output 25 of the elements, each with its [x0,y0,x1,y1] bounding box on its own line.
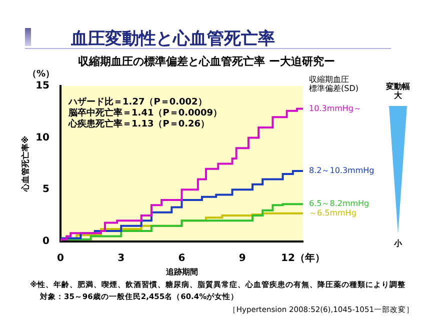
x-axis-title: 追跡期間 [164,267,198,276]
series-label: 6.5～8.2mmHg [309,199,370,208]
text: （%） [27,69,55,80]
x-tick-label: 12（年） [281,252,325,264]
chart-subtitle: 収縮期血圧の標準偏差と心血管死亡率 ー大迫研究ー [78,54,335,69]
annotation: 脳卒中死亡率＝1.41（P＝0.0009） [68,107,222,118]
legend-title: 収縮期血圧標準偏差(SD) [309,75,358,94]
x-tick-label: 6 [178,252,186,264]
chart-title: 血圧変動性と心血管死亡率 [71,28,275,50]
y-axis-title: 心血管死亡率※ [20,136,30,193]
annotation: ハザード比＝1.27（P＝0.002） [68,96,207,108]
x-tick-label: 0 [57,252,64,264]
series-label: 10.3mmHg～ [309,104,362,113]
y-tick-label: 5 [42,184,50,196]
y-tick-label: 15 [36,80,50,92]
text: 変動幅 [386,82,410,91]
y-tick-label: 0 [42,236,50,247]
annotation: 心疾患死亡率＝1.13（P＝0.26） [68,118,210,130]
x-tick-label: 3 [118,252,125,264]
y-tick-label: 10 [36,132,50,144]
x-tick-label: 9 [238,252,246,264]
text: 大 [394,91,402,100]
series-label: 8.2～10.3mmHg [309,166,374,176]
text: 小 [393,238,403,249]
series-label: ～6.5mmHg [309,208,356,218]
